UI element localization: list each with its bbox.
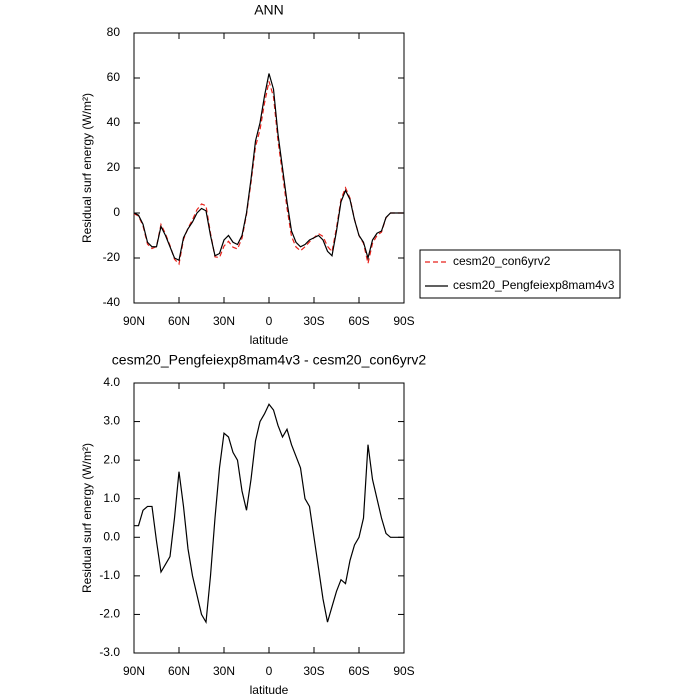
data-line [133, 81, 404, 266]
x-tick-label: 60N [168, 314, 190, 328]
y-tick-label: 2.0 [103, 452, 120, 466]
x-tick-label: 90S [393, 314, 414, 328]
x-tick-label: 0 [266, 664, 273, 678]
legend-label: cesm20_con6yrv2 [453, 254, 551, 268]
x-tick-label: 90N [123, 314, 145, 328]
x-tick-label: 60S [348, 664, 369, 678]
x-tick-label: 30N [213, 314, 235, 328]
y-tick-label: -40 [103, 295, 121, 309]
y-tick-label: 4.0 [103, 375, 120, 389]
x-tick-label: 90S [393, 664, 414, 678]
x-tick-label: 30S [303, 314, 324, 328]
legend-box [419, 249, 621, 299]
x-tick-label: 30N [213, 664, 235, 678]
x-tick-label: 90N [123, 664, 145, 678]
chart-title: ANN [254, 2, 284, 18]
legend-label: cesm20_Pengfeiexp8mam4v3 [453, 278, 615, 292]
y-tick-label: 0 [113, 205, 120, 219]
x-axis-label: latitude [250, 683, 289, 697]
y-tick-label: -2.0 [99, 607, 120, 621]
chart-title: cesm20_Pengfeiexp8mam4v3 - cesm20_con6yr… [112, 352, 427, 368]
x-tick-label: 0 [266, 314, 273, 328]
y-tick-label: 60 [107, 70, 121, 84]
y-tick-label: -20 [103, 250, 121, 264]
x-tick-label: 60N [168, 664, 190, 678]
data-line [134, 403, 404, 625]
y-tick-label: -1.0 [99, 568, 120, 582]
x-tick-label: 60S [348, 314, 369, 328]
x-axis-label: latitude [250, 333, 289, 347]
y-tick-label: 40 [107, 115, 121, 129]
y-tick-label: 80 [107, 25, 121, 39]
y-tick-label: 20 [107, 160, 121, 174]
y-axis-label: Residual surf energy (W/m²) [80, 93, 94, 243]
y-tick-label: 1.0 [103, 491, 120, 505]
data-line [133, 73, 404, 262]
y-axis-label: Residual surf energy (W/m²) [80, 443, 94, 593]
x-tick-label: 30S [303, 664, 324, 678]
y-tick-label: -3.0 [99, 645, 120, 659]
y-tick-label: 3.0 [103, 414, 120, 428]
y-tick-label: 0.0 [103, 529, 120, 543]
